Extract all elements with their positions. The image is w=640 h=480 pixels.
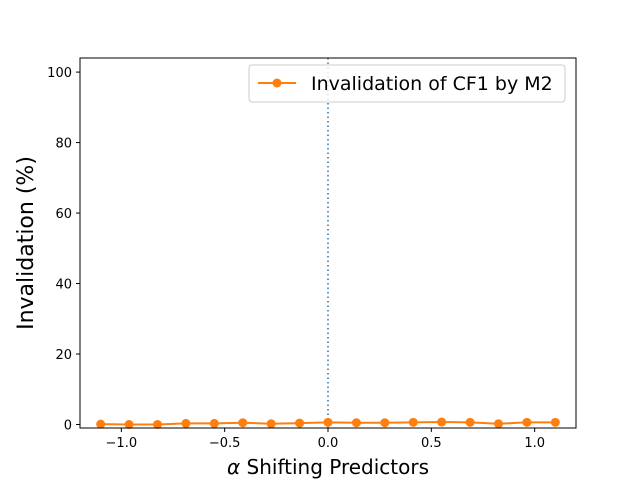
data-point — [323, 417, 333, 427]
y-tick-label: 0 — [64, 418, 72, 433]
data-point — [209, 418, 219, 428]
y-tick-label: 80 — [55, 137, 72, 152]
data-point — [437, 417, 447, 427]
x-axis-label-symbol: α — [227, 455, 240, 479]
x-axis-ticks: −1.0 −0.5 0.0 0.5 1.0 — [106, 428, 545, 451]
data-point — [408, 417, 418, 427]
x-axis-label-text: Shifting Predictors — [240, 455, 429, 479]
data-point — [96, 419, 106, 429]
series-layer — [96, 417, 560, 429]
data-point — [351, 418, 361, 428]
x-tick-label: 0.0 — [318, 436, 339, 451]
data-point — [494, 419, 503, 429]
data-point — [465, 417, 475, 427]
data-point — [295, 418, 305, 428]
x-axis-label: α Shifting Predictors — [227, 455, 429, 479]
y-tick-label: 60 — [55, 207, 72, 222]
data-point — [238, 418, 248, 428]
data-point — [266, 419, 276, 429]
data-point — [124, 419, 134, 429]
data-point — [522, 417, 532, 427]
y-tick-label: 100 — [47, 66, 72, 81]
y-tick-label: 40 — [55, 278, 72, 293]
x-tick-label: 1.0 — [524, 436, 545, 451]
data-point — [550, 417, 560, 427]
legend: Invalidation of CF1 by M2 — [248, 64, 566, 103]
legend-box — [248, 64, 566, 103]
data-point — [153, 419, 162, 429]
y-axis-label: Invalidation (%) — [14, 156, 39, 330]
y-axis-ticks: 0 20 40 60 80 100 — [47, 66, 80, 433]
x-tick-label: −1.0 — [106, 436, 138, 451]
legend-marker-swatch — [272, 78, 282, 88]
legend-entry-label: Invalidation of CF1 by M2 — [311, 73, 553, 95]
data-point — [380, 418, 390, 428]
x-tick-label: −0.5 — [209, 436, 241, 451]
x-tick-label: 0.5 — [421, 436, 442, 451]
data-point — [181, 418, 191, 428]
y-tick-label: 20 — [55, 348, 72, 363]
